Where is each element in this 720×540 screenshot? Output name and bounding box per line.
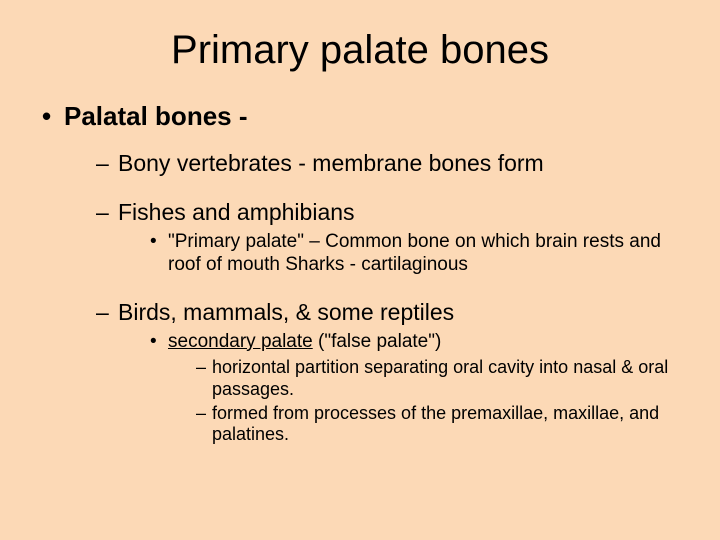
l2-text: Fishes and amphibians [118,199,355,225]
l4-text: horizontal partition separating oral cav… [212,357,668,399]
bullet-level-1: Palatal bones - Bony vertebrates - membr… [40,101,680,446]
l4-item: horizontal partition separating oral cav… [196,357,680,400]
l2-text: Bony vertebrates - membrane bones form [118,150,544,176]
slide-title: Primary palate bones [40,28,680,73]
l1-item: Palatal bones - Bony vertebrates - membr… [40,101,680,446]
l3-rest: ("false palate") [313,331,442,352]
l2-item: Birds, mammals, & some reptiles secondar… [96,299,680,446]
bullet-level-3: "Primary palate" – Common bone on which … [118,231,680,277]
l4-item: formed from processes of the premaxillae… [196,403,680,446]
l3-item: secondary palate ("false palate") horizo… [150,331,680,446]
l2-text: Birds, mammals, & some reptiles [118,299,454,325]
l3-underlined: secondary palate [168,331,313,352]
l2-item: Fishes and amphibians "Primary palate" –… [96,199,680,277]
bullet-level-2: Bony vertebrates - membrane bones form F… [64,150,680,446]
l3-text: "Primary palate" – Common bone on which … [168,231,661,275]
bullet-level-4: horizontal partition separating oral cav… [168,357,680,445]
l4-text: formed from processes of the premaxillae… [212,403,659,445]
l2-item: Bony vertebrates - membrane bones form [96,150,680,177]
l1-text: Palatal bones - [64,101,248,131]
slide: Primary palate bones Palatal bones - Bon… [0,0,720,540]
bullet-level-3: secondary palate ("false palate") horizo… [118,331,680,446]
l3-item: "Primary palate" – Common bone on which … [150,231,680,277]
